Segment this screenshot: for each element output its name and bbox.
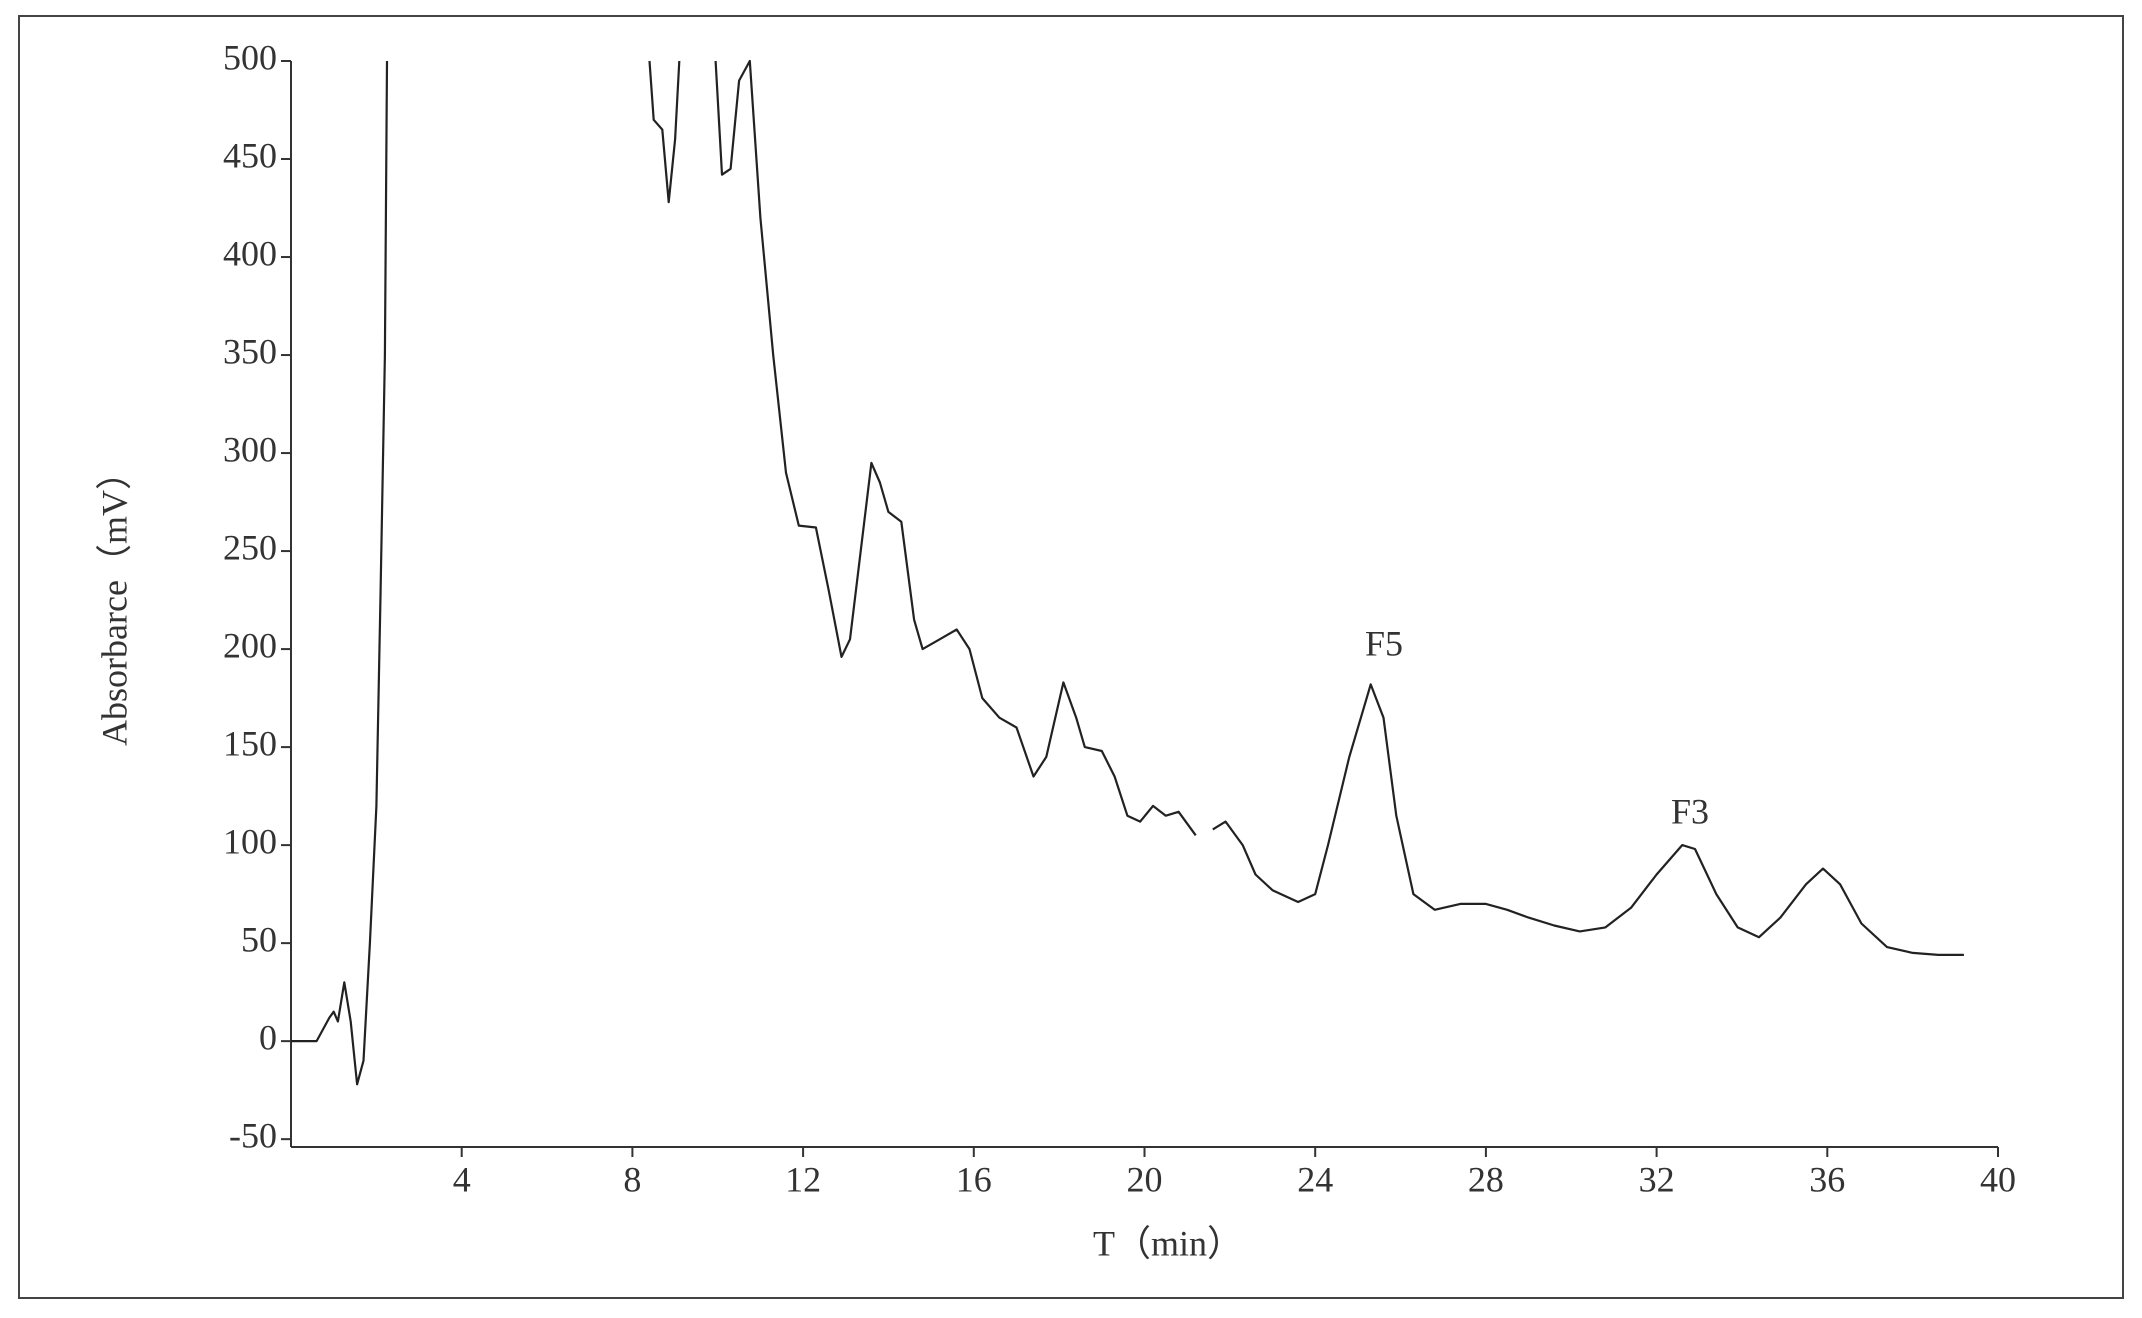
x-tick-label: 28 bbox=[1468, 1159, 1504, 1199]
x-tick-label: 20 bbox=[1127, 1159, 1163, 1199]
line-series bbox=[291, 59, 1964, 1086]
y-tick-label: 300 bbox=[223, 429, 277, 469]
x-tick-label: 36 bbox=[1809, 1159, 1845, 1199]
frame bbox=[18, 15, 2124, 1299]
x-tick-label: 4 bbox=[453, 1159, 471, 1199]
y-tick-label: 0 bbox=[259, 1017, 277, 1057]
annotation: F3 bbox=[1671, 791, 1709, 831]
x-tick-label: 24 bbox=[1297, 1159, 1333, 1199]
y-tick-label: 200 bbox=[223, 625, 277, 665]
y-tick-label: 50 bbox=[241, 919, 277, 959]
x-tick-label: 32 bbox=[1639, 1159, 1675, 1199]
x-tick-label: 40 bbox=[1980, 1159, 2016, 1199]
y-tick-label: 350 bbox=[223, 331, 277, 371]
y-tick-label: -50 bbox=[229, 1115, 277, 1155]
x-tick-label: 8 bbox=[623, 1159, 641, 1199]
y-tick-label: 500 bbox=[223, 37, 277, 77]
y-tick-label: 450 bbox=[223, 135, 277, 175]
y-tick-label: 250 bbox=[223, 527, 277, 567]
y-tick-label: 400 bbox=[223, 233, 277, 273]
x-tick-label: 12 bbox=[785, 1159, 821, 1199]
x-axis-label: T（min） bbox=[1093, 1223, 1243, 1263]
y-tick-label: 150 bbox=[223, 723, 277, 763]
y-tick-label: 100 bbox=[223, 821, 277, 861]
y-axis-label: Absorbarce（mV） bbox=[94, 454, 134, 746]
annotation: F5 bbox=[1365, 623, 1403, 663]
x-tick-label: 16 bbox=[956, 1159, 992, 1199]
